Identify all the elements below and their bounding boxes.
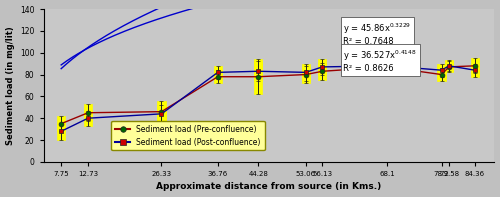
Bar <box>318 59 326 74</box>
Bar <box>302 66 310 83</box>
X-axis label: Approximate distance from source (in Kms.): Approximate distance from source (in Kms… <box>156 182 382 191</box>
Bar <box>214 70 222 83</box>
Bar <box>57 116 65 131</box>
Bar <box>302 64 310 81</box>
Bar <box>470 58 479 73</box>
Bar <box>438 68 446 81</box>
Bar <box>57 123 65 140</box>
Bar <box>445 60 453 71</box>
Bar <box>254 61 262 81</box>
Bar <box>158 101 166 123</box>
Bar <box>383 60 391 71</box>
Text: y = 36.527x$^{0.4148}$
R² = 0.8626: y = 36.527x$^{0.4148}$ R² = 0.8626 <box>344 48 417 73</box>
Text: y = 45.86x$^{0.3229}$
R² = 0.7648: y = 45.86x$^{0.3229}$ R² = 0.7648 <box>344 21 411 46</box>
Bar <box>214 66 222 79</box>
Bar <box>84 104 92 122</box>
Bar <box>470 64 479 77</box>
Bar <box>438 64 446 77</box>
Bar <box>318 62 326 80</box>
Bar <box>254 59 262 94</box>
Bar <box>445 61 453 72</box>
Bar <box>383 62 391 71</box>
Legend: Sediment load (Pre-confluence), Sediment load (Post-confluence): Sediment load (Pre-confluence), Sediment… <box>111 121 264 150</box>
Bar <box>84 111 92 126</box>
Y-axis label: Sediment load (in mg/lit): Sediment load (in mg/lit) <box>6 26 15 145</box>
Bar <box>158 105 166 123</box>
